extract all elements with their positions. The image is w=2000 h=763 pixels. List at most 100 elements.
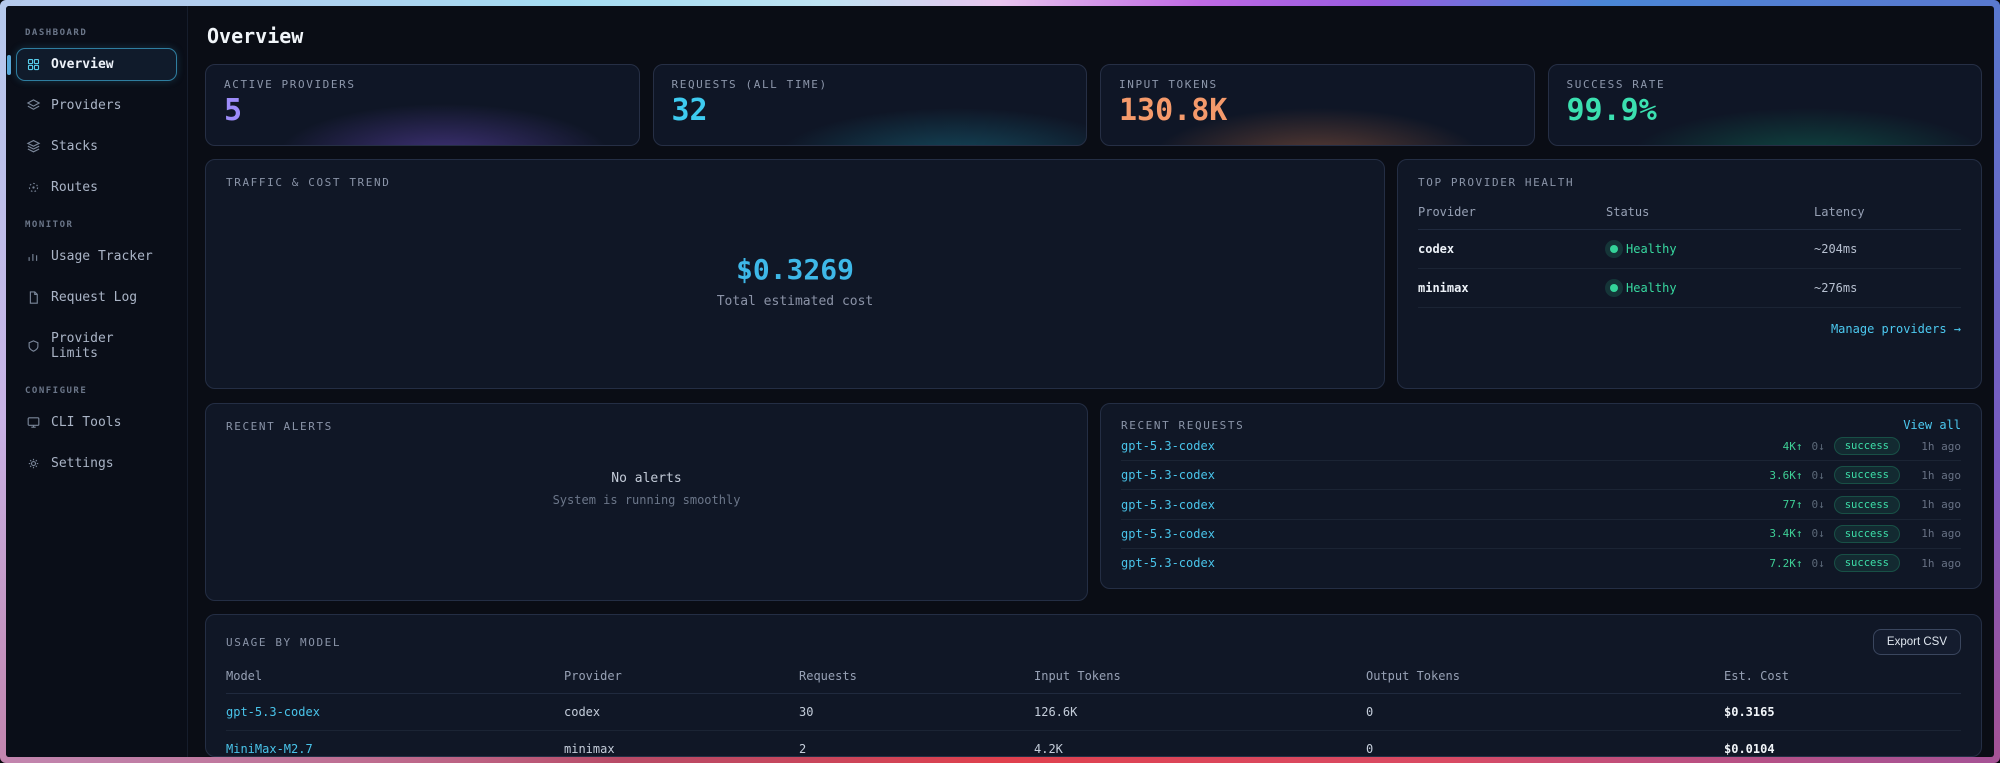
sidebar-item-label: Usage Tracker <box>51 249 153 264</box>
bar-chart-icon <box>26 249 41 264</box>
request-time: 1h ago <box>1921 556 1961 570</box>
stat-card-success-rate: SUCCESS RATE 99.9% <box>1547 64 1982 146</box>
sidebar-item-label: Request Log <box>51 290 138 305</box>
row-traffic-health: TRAFFIC & COST TREND $0.3269 Total estim… <box>205 159 1982 389</box>
requests-panel-header: RECENT REQUESTS View all <box>1121 418 1961 432</box>
usage-by-model-panel: USAGE BY MODEL Export CSV Model Provider… <box>205 614 1982 757</box>
usage-table-header: Model Provider Requests Input Tokens Out… <box>226 669 1961 694</box>
stat-label: SUCCESS RATE <box>1566 78 1666 91</box>
success-badge: success <box>1833 466 1900 485</box>
latency-value: ~204ms <box>1814 242 1858 256</box>
stack-icon <box>26 139 41 154</box>
sidebar-section-monitor: MONITOR Usage Tracker Request Log Provid… <box>16 212 177 370</box>
panel-title: RECENT ALERTS <box>226 420 333 433</box>
recent-alerts-panel: RECENT ALERTS No alerts System is runnin… <box>205 403 1088 601</box>
column-header-provider: Provider <box>564 669 622 683</box>
sidebar-item-stacks[interactable]: Stacks <box>16 130 177 163</box>
table-row: gpt-5.3-codex codex 30 126.6K 0 $0.3165 <box>226 694 1961 731</box>
health-table-header: Provider Status Latency <box>1418 205 1961 230</box>
sidebar-item-request-log[interactable]: Request Log <box>16 281 177 314</box>
healthy-dot-icon <box>1610 245 1618 253</box>
terminal-icon <box>26 415 41 430</box>
requests-cell: 2 <box>799 742 807 756</box>
total-cost-block: $0.3269 Total estimated cost <box>226 189 1364 372</box>
est-cost-cell: $0.0104 <box>1724 742 1775 756</box>
table-row: codex Healthy ~204ms <box>1418 230 1961 269</box>
provider-name: minimax <box>1418 281 1469 295</box>
grid-icon <box>26 57 41 72</box>
sidebar-item-provider-limits[interactable]: Provider Limits <box>16 322 177 370</box>
sidebar-item-routes[interactable]: Routes <box>16 171 177 204</box>
sidebar-item-label: CLI Tools <box>51 415 122 430</box>
total-cost-value: $0.3269 <box>735 252 854 286</box>
section-label: MONITOR <box>25 220 74 230</box>
route-icon <box>26 180 41 195</box>
sidebar-item-label: Settings <box>51 456 114 471</box>
empty-state-caption: System is running smoothly <box>552 492 741 507</box>
request-model-link[interactable]: gpt-5.3-codex <box>1121 468 1215 483</box>
request-time: 1h ago <box>1921 439 1961 453</box>
tokens-out: 0↓ <box>1811 468 1825 482</box>
row-alerts-requests: RECENT ALERTS No alerts System is runnin… <box>205 403 1982 601</box>
sidebar-item-label: Stacks <box>51 139 98 154</box>
stat-value: 5 <box>224 93 243 128</box>
tokens-in: 77↑ <box>1782 498 1803 511</box>
model-link[interactable]: gpt-5.3-codex <box>226 705 320 719</box>
stat-value: 32 <box>671 93 708 128</box>
sidebar-item-label: Overview <box>51 57 114 72</box>
latency-value: ~276ms <box>1814 281 1858 295</box>
page-title: Overview <box>207 24 304 48</box>
output-tokens-cell: 0 <box>1366 705 1374 719</box>
column-header-status: Status <box>1606 205 1650 219</box>
sidebar-item-settings[interactable]: Settings <box>16 447 177 480</box>
tokens-out: 0↓ <box>1811 498 1825 511</box>
manage-providers-link[interactable]: Manage providers → <box>1830 322 1961 336</box>
sidebar-item-providers[interactable]: Providers <box>16 89 177 122</box>
section-label: CONFIGURE <box>25 386 88 396</box>
healthy-dot-icon <box>1610 284 1618 292</box>
view-all-link[interactable]: View all <box>1903 418 1961 432</box>
model-link[interactable]: MiniMax-M2.7 <box>226 742 313 756</box>
request-row: gpt-5.3-codex 3.6K↑ 0↓ success 1h ago <box>1121 461 1961 491</box>
est-cost-cell: $0.3165 <box>1724 705 1775 719</box>
section-label: DASHBOARD <box>25 28 88 38</box>
request-time: 1h ago <box>1921 498 1961 511</box>
column-header-est-cost: Est. Cost <box>1724 669 1790 683</box>
request-time: 1h ago <box>1921 468 1961 482</box>
status-badge: Healthy <box>1606 242 1814 256</box>
panel-title: TOP PROVIDER HEALTH <box>1418 176 1575 189</box>
success-badge: success <box>1833 495 1900 514</box>
stat-card-input-tokens: INPUT TOKENS 130.8K <box>1100 64 1535 146</box>
stat-label: REQUESTS (ALL TIME) <box>671 78 828 91</box>
empty-state-title: No alerts <box>611 470 682 486</box>
output-tokens-cell: 0 <box>1366 742 1374 756</box>
tokens-out: 0↓ <box>1811 556 1825 570</box>
status-text: Healthy <box>1626 242 1677 256</box>
tokens-out: 0↓ <box>1811 527 1825 541</box>
status-badge: Healthy <box>1606 281 1814 295</box>
stat-card-requests-all-time: REQUESTS (ALL TIME) 32 <box>652 64 1087 146</box>
panel-title: USAGE BY MODEL <box>226 635 342 649</box>
tokens-in: 4K↑ <box>1782 439 1803 453</box>
provider-name: codex <box>1418 242 1455 256</box>
table-row: minimax Healthy ~276ms <box>1418 269 1961 308</box>
app-window: DASHBOARD Overview Providers Stacks <box>6 6 1994 757</box>
total-cost-caption: Total estimated cost <box>716 293 874 309</box>
sidebar-item-usage-tracker[interactable]: Usage Tracker <box>16 240 177 273</box>
export-csv-button[interactable]: Export CSV <box>1872 629 1961 655</box>
sidebar-item-cli-tools[interactable]: CLI Tools <box>16 406 177 439</box>
request-model-link[interactable]: gpt-5.3-codex <box>1121 497 1215 512</box>
request-model-link[interactable]: gpt-5.3-codex <box>1121 556 1215 571</box>
traffic-cost-trend-panel: TRAFFIC & COST TREND $0.3269 Total estim… <box>205 159 1385 389</box>
sidebar-item-label: Provider Limits <box>51 331 114 361</box>
column-header-latency: Latency <box>1814 205 1865 219</box>
sidebar-item-label: Providers <box>51 98 122 113</box>
success-badge: success <box>1833 554 1900 573</box>
sidebar-section-configure: CONFIGURE CLI Tools Settings <box>16 378 177 480</box>
request-model-link[interactable]: gpt-5.3-codex <box>1121 439 1215 454</box>
request-model-link[interactable]: gpt-5.3-codex <box>1121 526 1215 541</box>
alerts-empty-state: No alerts System is running smoothly <box>226 433 1067 544</box>
sidebar-item-overview[interactable]: Overview <box>16 48 177 81</box>
tokens-in: 3.4K↑ <box>1769 527 1803 541</box>
